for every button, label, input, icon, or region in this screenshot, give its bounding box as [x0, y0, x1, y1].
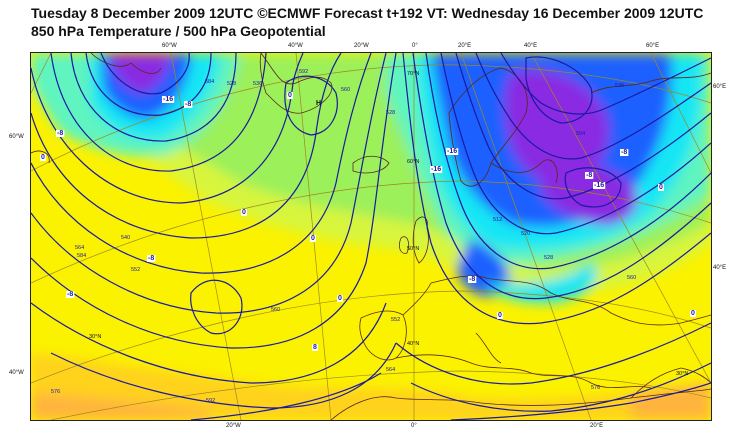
temp-label: -8: [469, 276, 475, 283]
lon-label-bottom-20e: 20°E: [590, 423, 604, 429]
graticule-lines: [31, 53, 711, 420]
temp-label: -16: [594, 182, 604, 189]
temp-label: 0: [498, 312, 502, 319]
lat-label-40n: 40°N: [407, 341, 419, 347]
weather-map: H 70°N 60°N 50°N 40°N 30°N 30°N -16 -8 0…: [30, 52, 712, 421]
temp-label-box: [690, 310, 696, 317]
geopot-label: 584: [205, 79, 214, 85]
lon-label-left-40w: 40°W: [9, 370, 24, 376]
lon-label-top-40e: 40°E: [524, 43, 538, 49]
temp-label-box: [468, 276, 477, 283]
lon-label-top-0: 0°: [412, 43, 418, 49]
temp-label: 0: [311, 235, 315, 242]
temp-label-box: [56, 130, 65, 137]
temp-label: 0: [242, 209, 246, 216]
temp-label: -16: [447, 148, 457, 155]
temp-label: -16: [431, 166, 441, 173]
temp-label: -8: [148, 255, 154, 262]
geopot-label: 504: [576, 131, 585, 137]
temp-label: 0: [288, 92, 292, 99]
temp-label-box: [446, 148, 459, 155]
temp-label-box: [312, 344, 318, 351]
temp-label-box: [620, 149, 629, 156]
temp-label: -16: [163, 96, 173, 103]
geopot-label: 576: [51, 389, 60, 395]
latitude-labels: 70°N 60°N 50°N 40°N 30°N 30°N: [89, 71, 688, 377]
high-pressure-marker: H: [316, 100, 321, 107]
temp-label: -8: [185, 101, 191, 108]
temp-label-box: [147, 255, 156, 262]
temp-label-box: [430, 166, 443, 173]
geopot-label: 564: [386, 367, 395, 373]
lon-label-top-40w: 40°W: [288, 43, 303, 49]
temp-label: 8: [313, 344, 317, 351]
geopot-label: 592: [299, 69, 308, 75]
temp-label-box: [585, 172, 594, 179]
temp-label-box: [40, 154, 46, 161]
chart-title: Tuesday 8 December 2009 12UTC ©ECMWF For…: [31, 4, 703, 40]
geopot-label: 560: [341, 87, 350, 93]
geopot-label: 528: [227, 81, 236, 87]
temp-label: -8: [57, 130, 63, 137]
temp-label: -8: [67, 291, 73, 298]
lat-label-70n: 70°N: [407, 71, 419, 77]
lon-label-right-60e: 60°E: [713, 84, 727, 90]
geopotential-labels: 584 528 536 592 560 504 536 512 520 528 …: [51, 69, 636, 404]
temp-label: -8: [621, 149, 627, 156]
title-line-1: Tuesday 8 December 2009 12UTC ©ECMWF For…: [31, 5, 704, 21]
lon-label-bottom-0: 0°: [411, 423, 417, 429]
temp-label: -8: [586, 172, 592, 179]
temperature-labels: -16 -8 0 -8 0 0 0 -8 -8 -16 -16 -8 -16 0…: [40, 92, 696, 351]
lat-label-30n-west: 30°N: [89, 334, 101, 340]
temp-label-box: [184, 101, 193, 108]
temp-label-box: [310, 235, 316, 242]
title-line-2: 850 hPa Temperature / 500 hPa Geopotenti…: [31, 23, 326, 39]
geopotential-contours: [31, 53, 711, 420]
temp-label: 0: [659, 184, 663, 191]
geopot-label: 552: [131, 267, 140, 273]
temp-label-box: [287, 92, 293, 99]
geopot-label: 584: [77, 253, 86, 259]
lon-label-top-60w: 60°W: [162, 43, 177, 49]
lat-label-50n: 50°N: [407, 246, 419, 252]
geopot-label: 564: [75, 245, 84, 251]
lon-label-left-60w: 60°W: [9, 134, 24, 140]
geopot-label: 512: [493, 217, 502, 223]
geopot-label: 560: [271, 307, 280, 313]
geopot-label: 540: [121, 235, 130, 241]
temp-label-box: [162, 96, 175, 103]
map-canvas: H 70°N 60°N 50°N 40°N 30°N 30°N -16 -8 0…: [31, 53, 711, 420]
temperature-shading: [31, 53, 711, 420]
temp-label-box: [497, 312, 503, 319]
geopot-label: 552: [391, 317, 400, 323]
temp-label-box: [241, 209, 247, 216]
lon-label-top-20e: 20°E: [458, 43, 472, 49]
temp-label-box: [337, 295, 343, 302]
geopot-label: 536: [615, 83, 624, 89]
lat-label-30n-east: 30°N: [676, 371, 688, 377]
lat-label-60n: 60°N: [407, 159, 419, 165]
temp-label: 0: [338, 295, 342, 302]
geopot-label: 528: [386, 110, 395, 116]
geopot-label: 576: [591, 385, 600, 391]
temp-label-box: [66, 291, 75, 298]
geopot-label: 528: [544, 255, 553, 261]
lon-label-bottom-20w: 20°W: [226, 423, 241, 429]
temp-label: 0: [691, 310, 695, 317]
temp-label: 0: [41, 154, 45, 161]
lon-label-right-40e: 40°E: [713, 265, 727, 271]
geopot-label: 536: [253, 81, 262, 87]
geopot-label: 592: [206, 398, 215, 404]
geopot-label: 520: [521, 231, 530, 237]
geopot-label: 560: [627, 275, 636, 281]
temp-label-box: [593, 182, 606, 189]
temp-label-box: [658, 184, 664, 191]
lon-label-top-60e: 60°E: [646, 43, 660, 49]
lon-label-top-20w: 20°W: [354, 43, 369, 49]
